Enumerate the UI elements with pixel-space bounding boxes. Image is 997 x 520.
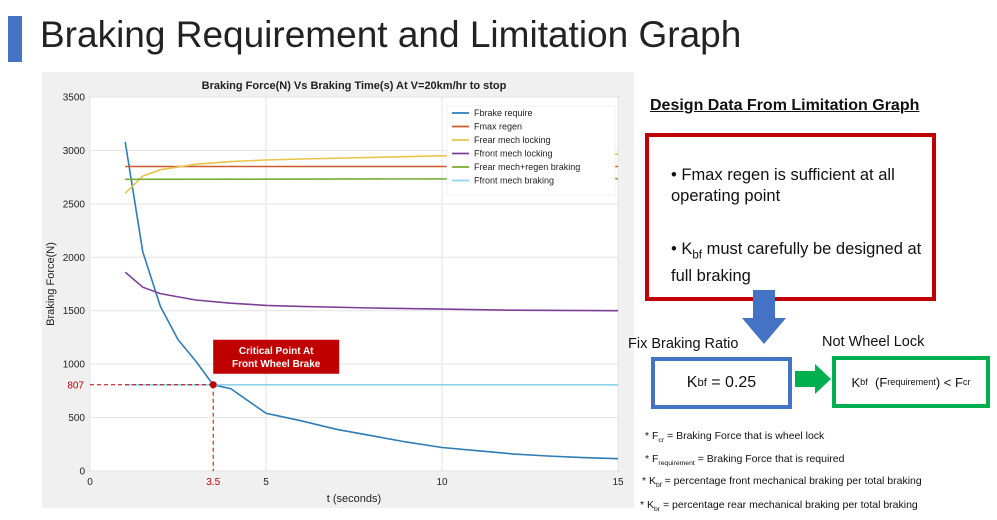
note-fcr: * Fcr = Braking Force that is wheel lock bbox=[645, 430, 824, 444]
y-tick-label: 1000 bbox=[63, 360, 86, 371]
legend-entry: Fbrake require bbox=[474, 108, 533, 118]
critical-label-line-2: Front Wheel Brake bbox=[232, 359, 321, 370]
cond-k: K bbox=[851, 374, 861, 390]
bullet-kbf-prefix: • K bbox=[671, 240, 693, 258]
cond-k-sub: bf bbox=[860, 377, 868, 387]
series-line-4 bbox=[124, 271, 619, 312]
cond-open: (F bbox=[875, 374, 888, 390]
bullet-kbf: • Kbf must carefully be designed at full… bbox=[671, 239, 926, 287]
note-kbr-text: = percentage rear mechanical braking per… bbox=[660, 499, 918, 511]
note-kbf-sub: bf bbox=[656, 482, 662, 490]
note-kbf-text: = percentage front mechanical braking pe… bbox=[661, 475, 922, 487]
kbf-value: = 0.25 bbox=[711, 374, 757, 391]
critical-label-box bbox=[213, 339, 340, 374]
legend-entry: Ffront mech locking bbox=[474, 149, 553, 159]
note-kbf-pre: * K bbox=[642, 475, 657, 487]
note-fcr-text: = Braking Force that is wheel lock bbox=[664, 430, 825, 442]
y-axis-label: Braking Force(N) bbox=[45, 242, 57, 326]
bullet-kbf-sub: bf bbox=[692, 249, 703, 262]
cond-close: ) < F bbox=[935, 374, 963, 390]
design-notes-box: • Fmax regen is sufficient at all operat… bbox=[645, 133, 936, 301]
x-tick-label: 5 bbox=[263, 477, 269, 488]
x-tick-label: 0 bbox=[87, 477, 93, 488]
right-arrow-icon bbox=[795, 364, 831, 394]
kbf-symbol-sub: bf bbox=[697, 377, 707, 389]
note-freq-text: = Braking Force that is required bbox=[694, 453, 845, 465]
braking-force-chart: 0 500 1000 1500 2000 2500 3000 3500 0 5 10 15 Brakin… bbox=[45, 80, 624, 505]
y-tick-label: 3500 bbox=[63, 93, 86, 104]
note-kbr-sub: br bbox=[654, 506, 661, 514]
note-fcr-sub: cr bbox=[658, 437, 665, 445]
down-arrow-icon bbox=[742, 290, 786, 344]
critical-label-line-1: Critical Point At bbox=[239, 346, 314, 357]
series-line-1 bbox=[124, 141, 619, 460]
slide-title: Braking Requirement and Limitation Graph bbox=[40, 14, 742, 55]
x-axis-label: t (seconds) bbox=[327, 493, 381, 505]
critical-point-marker bbox=[209, 381, 217, 389]
bullet-kbf-text: must carefully be designed at full braki… bbox=[671, 240, 922, 286]
note-freq-pre: * F bbox=[645, 453, 659, 465]
y-tick-label: 3000 bbox=[63, 146, 86, 157]
design-data-title: Design Data From Limitation Graph bbox=[650, 97, 920, 114]
cond-cr-sub: cr bbox=[962, 377, 971, 387]
note-kbf: * Kbf = percentage front mechanical brak… bbox=[642, 475, 922, 489]
bullet-regen: • Fmax regen is sufficient at all operat… bbox=[671, 166, 895, 205]
legend-entry: Frear mech locking bbox=[474, 135, 551, 145]
y-tick-label: 1500 bbox=[63, 306, 86, 317]
x-tick-label: 10 bbox=[436, 477, 448, 488]
fix-braking-ratio-label: Fix Braking Ratio bbox=[628, 336, 739, 352]
y-tick-label: 2000 bbox=[63, 253, 86, 264]
note-freq-sub: requirement bbox=[658, 460, 695, 468]
y-tick-label: 0 bbox=[79, 467, 85, 478]
not-wheel-lock-label: Not Wheel Lock bbox=[822, 334, 925, 350]
critical-y-value: 807 bbox=[67, 380, 84, 391]
y-tick-label: 500 bbox=[68, 413, 85, 424]
x-tick-label: 15 bbox=[612, 477, 624, 488]
title-accent-bar bbox=[8, 16, 22, 62]
critical-x-value: 3.5 bbox=[206, 477, 220, 488]
y-tick-label: 2500 bbox=[63, 199, 86, 210]
legend-entry: Frear mech+regen braking bbox=[474, 162, 580, 172]
kbf-symbol: K bbox=[686, 374, 698, 391]
note-fcr-pre: * F bbox=[645, 430, 659, 442]
legend-entry: Ffront mech braking bbox=[474, 176, 554, 186]
cond-req-sub: requirement bbox=[887, 377, 936, 387]
note-frequirement: * Frequirement = Braking Force that is r… bbox=[645, 453, 844, 467]
chart-title: Braking Force(N) Vs Braking Time(s) At V… bbox=[202, 80, 507, 92]
note-kbr: * Kbr = percentage rear mechanical braki… bbox=[640, 499, 918, 513]
legend-entry: Fmax regen bbox=[474, 122, 522, 132]
legend-box bbox=[446, 105, 616, 196]
note-kbr-pre: * K bbox=[640, 499, 655, 511]
